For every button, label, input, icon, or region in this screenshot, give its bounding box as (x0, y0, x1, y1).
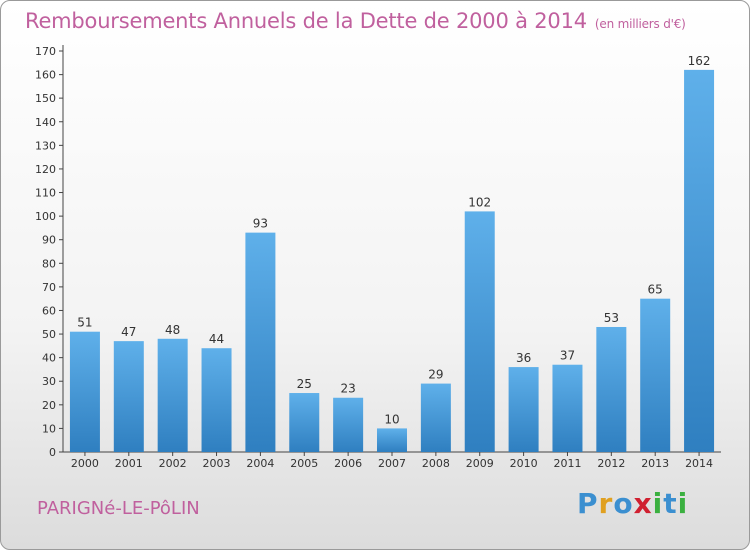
y-tick-label: 30 (42, 375, 56, 388)
bar (289, 393, 320, 452)
chart-unit: (en milliers d'€) (594, 17, 686, 31)
y-tick-label: 70 (42, 281, 56, 294)
y-tick-label: 50 (42, 328, 56, 341)
bar (508, 367, 539, 452)
y-tick-label: 150 (35, 92, 56, 105)
logo-letter: t (663, 487, 678, 520)
bar (201, 348, 232, 452)
y-tick-label: 80 (42, 257, 56, 270)
bar-value-label: 48 (165, 323, 180, 337)
y-tick-label: 160 (35, 69, 56, 82)
logo-letter: i (677, 487, 689, 520)
logo-letter: i (652, 487, 664, 520)
y-tick-label: 100 (35, 210, 56, 223)
bar (113, 341, 144, 452)
bar-value-label: 37 (560, 349, 575, 363)
bar (552, 364, 583, 452)
x-tick-label: 2007 (378, 457, 406, 470)
x-tick-label: 2000 (71, 457, 99, 470)
chart-title: Remboursements Annuels de la Dette de 20… (25, 9, 686, 33)
bar-value-label: 162 (688, 54, 711, 68)
x-tick-label: 2002 (159, 457, 187, 470)
x-tick-label: 2012 (597, 457, 625, 470)
logo-letter: P (577, 487, 599, 520)
x-tick-label: 2010 (510, 457, 538, 470)
town-name: PARIGNé-LE-PôLIN (37, 498, 200, 519)
bar (333, 397, 364, 452)
bar-value-label: 36 (516, 351, 531, 365)
bar-value-label: 44 (209, 332, 224, 346)
y-tick-label: 0 (49, 446, 56, 459)
x-tick-label: 2001 (115, 457, 143, 470)
x-tick-label: 2006 (334, 457, 362, 470)
bar (377, 428, 407, 452)
y-tick-label: 170 (35, 45, 56, 58)
x-tick-label: 2009 (466, 457, 494, 470)
bar (245, 232, 276, 452)
logo-letter: o (613, 487, 634, 520)
bar-value-label: 53 (604, 311, 619, 325)
logo-letter: r (598, 487, 614, 520)
bar-value-label: 102 (468, 195, 491, 209)
logo-letter: x (633, 487, 653, 520)
bar (69, 331, 100, 452)
bar-value-label: 65 (648, 283, 663, 297)
bar-value-label: 29 (428, 368, 443, 382)
y-tick-label: 40 (42, 352, 56, 365)
chart-title-text: Remboursements Annuels de la Dette de 20… (25, 9, 587, 33)
bar (157, 338, 188, 452)
x-tick-label: 2005 (290, 457, 318, 470)
bar-value-label: 93 (253, 217, 268, 231)
x-tick-label: 2003 (203, 457, 231, 470)
bar (420, 383, 451, 452)
y-tick-label: 130 (35, 139, 56, 152)
x-tick-label: 2008 (422, 457, 450, 470)
y-tick-label: 60 (42, 304, 56, 317)
bar-value-label: 10 (384, 412, 399, 426)
proxiti-logo: Proxiti (577, 487, 688, 520)
bar-value-label: 23 (340, 382, 355, 396)
y-tick-label: 90 (42, 234, 56, 247)
y-tick-label: 120 (35, 163, 56, 176)
x-tick-label: 2013 (641, 457, 669, 470)
bar (640, 298, 671, 452)
bar-value-label: 51 (77, 316, 92, 330)
x-tick-label: 2004 (246, 457, 274, 470)
y-tick-label: 140 (35, 116, 56, 129)
bar (684, 69, 715, 452)
x-tick-label: 2014 (685, 457, 713, 470)
bar (596, 326, 627, 452)
y-tick-label: 110 (35, 187, 56, 200)
y-tick-label: 20 (42, 399, 56, 412)
bar-value-label: 25 (297, 377, 312, 391)
x-tick-label: 2011 (553, 457, 581, 470)
bar-value-label: 47 (121, 325, 136, 339)
y-tick-label: 10 (42, 422, 56, 435)
bar (464, 211, 495, 452)
